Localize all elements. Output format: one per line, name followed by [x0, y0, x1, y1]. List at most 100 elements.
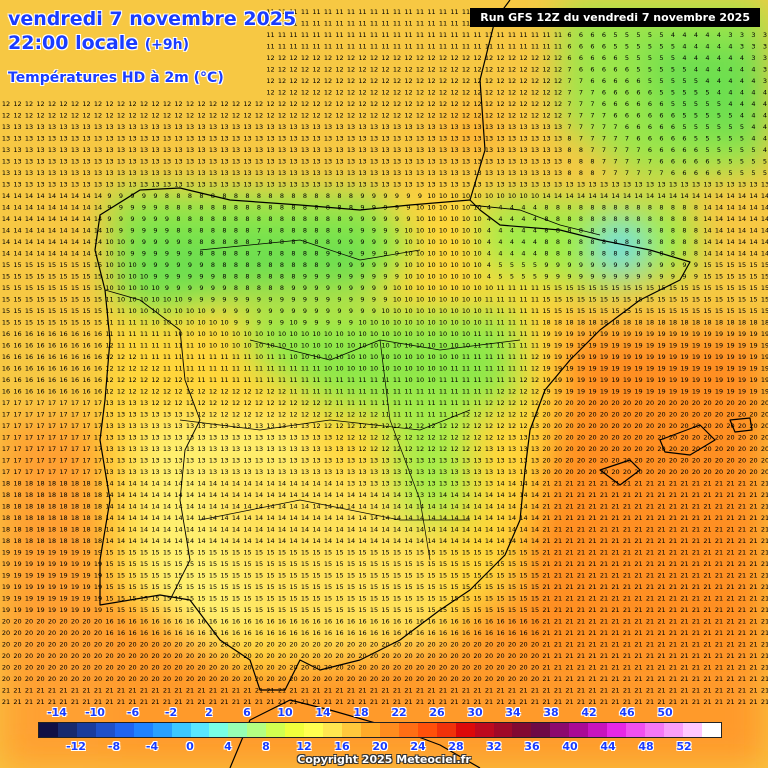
svg-text:14: 14 — [657, 192, 665, 200]
svg-text:7: 7 — [590, 146, 594, 154]
svg-text:13: 13 — [416, 480, 424, 488]
svg-text:21: 21 — [761, 537, 768, 545]
svg-text:12: 12 — [416, 54, 424, 62]
svg-text:14: 14 — [611, 192, 619, 200]
svg-text:16: 16 — [59, 376, 67, 384]
svg-text:14: 14 — [255, 480, 263, 488]
svg-text:19: 19 — [738, 330, 746, 338]
svg-text:13: 13 — [496, 468, 504, 476]
svg-text:9: 9 — [142, 204, 146, 212]
svg-text:21: 21 — [623, 480, 631, 488]
svg-text:20: 20 — [151, 652, 159, 660]
svg-text:13: 13 — [151, 434, 159, 442]
svg-text:12: 12 — [508, 54, 516, 62]
svg-text:15: 15 — [508, 560, 516, 568]
svg-text:10: 10 — [381, 307, 389, 315]
svg-text:9: 9 — [303, 296, 307, 304]
svg-text:5: 5 — [717, 158, 721, 166]
svg-text:9: 9 — [544, 273, 548, 281]
svg-text:11: 11 — [416, 388, 424, 396]
svg-text:13: 13 — [151, 158, 159, 166]
svg-text:10: 10 — [496, 192, 504, 200]
svg-text:21: 21 — [531, 698, 539, 706]
svg-text:20: 20 — [703, 468, 711, 476]
svg-text:10: 10 — [140, 273, 148, 281]
svg-text:21: 21 — [450, 698, 458, 706]
svg-text:20: 20 — [289, 675, 297, 683]
svg-text:18: 18 — [13, 514, 21, 522]
svg-text:4: 4 — [728, 100, 732, 108]
svg-text:9: 9 — [211, 273, 215, 281]
svg-text:13: 13 — [508, 181, 516, 189]
svg-text:16: 16 — [393, 618, 401, 626]
svg-text:4: 4 — [533, 227, 537, 235]
svg-text:21: 21 — [680, 652, 688, 660]
svg-text:9: 9 — [326, 261, 330, 269]
svg-text:15: 15 — [140, 549, 148, 557]
svg-text:19: 19 — [71, 549, 79, 557]
svg-text:11: 11 — [117, 330, 125, 338]
svg-text:12: 12 — [324, 411, 332, 419]
svg-text:20: 20 — [163, 664, 171, 672]
svg-text:11: 11 — [381, 399, 389, 407]
svg-text:19: 19 — [680, 388, 688, 396]
svg-text:10: 10 — [312, 353, 320, 361]
svg-text:21: 21 — [600, 629, 608, 637]
svg-text:13: 13 — [128, 399, 136, 407]
svg-text:21: 21 — [542, 618, 550, 626]
svg-text:13: 13 — [450, 480, 458, 488]
svg-text:4: 4 — [763, 112, 767, 120]
svg-text:5: 5 — [533, 261, 537, 269]
svg-text:13: 13 — [404, 457, 412, 465]
svg-text:16: 16 — [117, 629, 125, 637]
svg-text:12: 12 — [324, 89, 332, 97]
svg-text:20: 20 — [577, 468, 585, 476]
svg-text:15: 15 — [94, 273, 102, 281]
svg-text:21: 21 — [220, 687, 228, 695]
svg-text:15: 15 — [726, 261, 734, 269]
svg-text:13: 13 — [105, 181, 113, 189]
svg-text:13: 13 — [220, 146, 228, 154]
svg-text:11: 11 — [347, 8, 355, 16]
svg-text:12: 12 — [531, 66, 539, 74]
svg-text:19: 19 — [611, 353, 619, 361]
svg-text:13: 13 — [25, 158, 33, 166]
svg-text:11: 11 — [335, 20, 343, 28]
svg-text:8: 8 — [636, 215, 640, 223]
svg-text:13: 13 — [439, 181, 447, 189]
svg-text:21: 21 — [634, 618, 642, 626]
svg-text:12: 12 — [531, 388, 539, 396]
svg-text:14: 14 — [13, 192, 21, 200]
svg-text:12: 12 — [439, 445, 447, 453]
svg-text:13: 13 — [197, 445, 205, 453]
svg-text:13: 13 — [151, 411, 159, 419]
svg-text:21: 21 — [358, 698, 366, 706]
svg-text:11: 11 — [186, 353, 194, 361]
svg-text:11: 11 — [174, 342, 182, 350]
svg-text:5: 5 — [671, 43, 675, 51]
svg-text:21: 21 — [680, 583, 688, 591]
svg-text:13: 13 — [232, 146, 240, 154]
svg-text:15: 15 — [105, 572, 113, 580]
svg-text:16: 16 — [381, 629, 389, 637]
svg-text:14: 14 — [255, 526, 263, 534]
svg-text:16: 16 — [255, 629, 263, 637]
svg-text:16: 16 — [105, 618, 113, 626]
svg-text:12: 12 — [105, 365, 113, 373]
svg-text:19: 19 — [749, 365, 757, 373]
svg-text:5: 5 — [751, 146, 755, 154]
svg-text:11: 11 — [462, 8, 470, 16]
svg-text:14: 14 — [381, 491, 389, 499]
svg-text:19: 19 — [749, 342, 757, 350]
svg-text:15: 15 — [289, 560, 297, 568]
svg-text:16: 16 — [358, 629, 366, 637]
svg-text:9: 9 — [326, 284, 330, 292]
svg-text:20: 20 — [715, 422, 723, 430]
svg-text:15: 15 — [519, 583, 527, 591]
svg-text:6: 6 — [659, 112, 663, 120]
svg-text:15: 15 — [278, 583, 286, 591]
svg-text:9: 9 — [360, 261, 364, 269]
legend-swatch — [342, 723, 361, 737]
svg-text:10: 10 — [393, 365, 401, 373]
svg-text:14: 14 — [243, 480, 251, 488]
